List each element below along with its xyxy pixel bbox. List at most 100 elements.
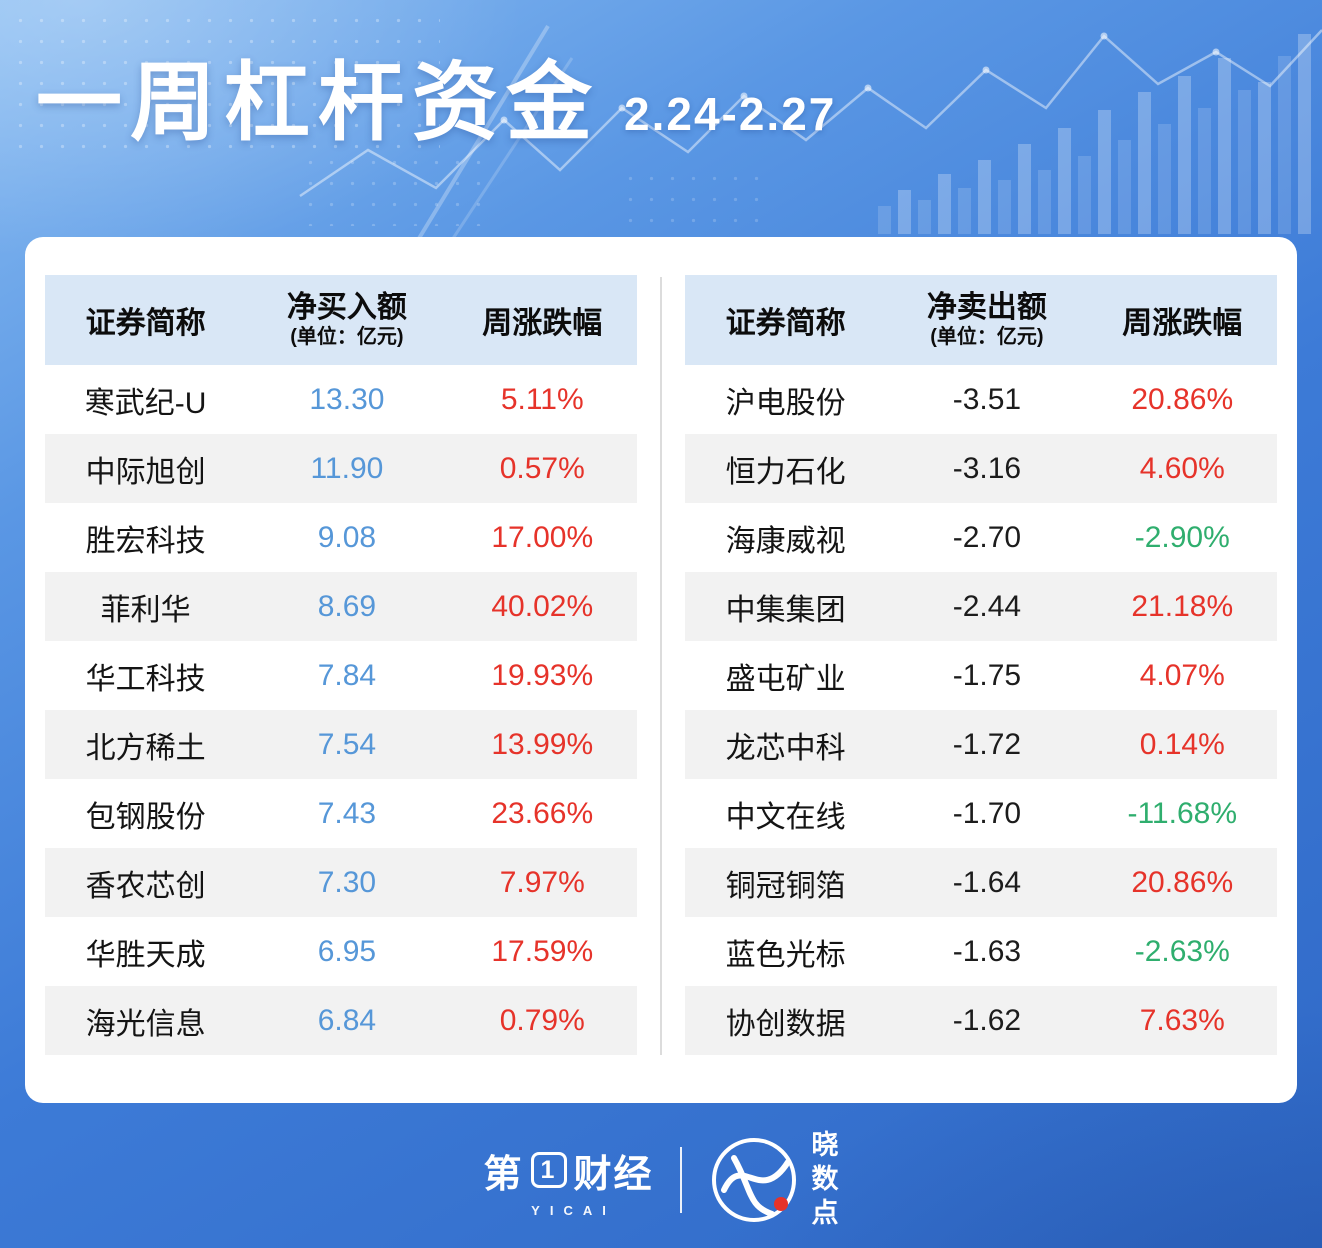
net-amount: -1.70 <box>952 796 1022 830</box>
weekly-change: 0.57% <box>499 451 585 485</box>
stock-name: 蓝色光标 <box>725 938 846 972</box>
column-header-amount-title: 净买入额 <box>286 291 407 325</box>
stock-name: 中文在线 <box>725 800 846 834</box>
column-header-amount-unit: (单位：亿元) <box>930 325 1044 348</box>
stock-name: 龙芯中科 <box>725 731 846 765</box>
yicai-one-icon: 1 <box>530 1152 567 1188</box>
yicai-wordmark: 第 1 财经 <box>483 1143 653 1198</box>
yicai-char-suffix: 财经 <box>573 1153 654 1196</box>
table-row: 协创数据 -1.62 7.63% <box>685 986 1277 1055</box>
column-header-change: 周涨跌幅 <box>482 307 603 340</box>
header: 一周杠杆资金 2.24-2.27 <box>36 56 836 151</box>
date-range: 2.24-2.27 <box>624 87 837 140</box>
weekly-change: -11.68% <box>1127 796 1237 830</box>
table-row: 海康威视 -2.70 -2.90% <box>685 503 1277 572</box>
dot-grid-decoration <box>620 168 770 232</box>
stock-name: 恒力石化 <box>725 455 846 489</box>
stock-name: 华工科技 <box>85 662 206 696</box>
stock-name: 中集集团 <box>725 593 846 627</box>
table-row: 包钢股份 7.43 23.66% <box>45 779 637 848</box>
xiaoshudian-logo: 晓 数 点 <box>708 1129 839 1230</box>
weekly-change: 17.59% <box>491 934 594 968</box>
column-header-name: 证券简称 <box>725 307 846 340</box>
weekly-change: 4.07% <box>1139 658 1225 692</box>
page-title: 一周杠杆资金 <box>36 55 600 151</box>
net-amount: 13.30 <box>309 382 385 416</box>
table-row: 龙芯中科 -1.72 0.14% <box>685 710 1277 779</box>
net-amount: 7.43 <box>317 796 377 830</box>
stock-name: 包钢股份 <box>85 800 206 834</box>
net-amount: 9.08 <box>317 520 377 554</box>
stock-name: 华胜天成 <box>85 938 206 972</box>
stock-name: 协创数据 <box>725 1007 846 1041</box>
net-amount: 7.84 <box>317 658 377 692</box>
stock-name: 中际旭创 <box>85 455 206 489</box>
table-row: 铜冠铜箔 -1.64 20.86% <box>685 848 1277 917</box>
footer-divider <box>679 1147 682 1213</box>
table-row: 中文在线 -1.70 -11.68% <box>685 779 1277 848</box>
weekly-change: 40.02% <box>491 589 594 623</box>
column-header-amount-unit: (单位：亿元) <box>290 325 404 348</box>
xiaoshudian-wordmark: 晓 数 点 <box>812 1129 839 1230</box>
weekly-change: 23.66% <box>491 796 594 830</box>
net-sell-table-header: 证券简称 净卖出额 (单位：亿元) 周涨跌幅 <box>685 275 1277 365</box>
stock-name: 铜冠铜箔 <box>725 869 846 903</box>
stock-name: 寒武纪-U <box>84 386 207 420</box>
weekly-change: 4.60% <box>1139 451 1225 485</box>
net-amount: -2.70 <box>952 520 1022 554</box>
net-sell-table: 证券简称 净卖出额 (单位：亿元) 周涨跌幅 沪电股份 -3.51 20.86%… <box>685 275 1277 1055</box>
footer-brand-bar: 第 1 财经 YICAI 晓 数 点 <box>0 1112 1322 1248</box>
weekly-change: 13.99% <box>491 727 594 761</box>
net-amount: -2.44 <box>952 589 1022 623</box>
table-row: 海光信息 6.84 0.79% <box>45 986 637 1055</box>
dot-grid-decoration <box>300 152 490 226</box>
table-row: 菲利华 8.69 40.02% <box>45 572 637 641</box>
weekly-change: 17.00% <box>491 520 594 554</box>
table-row: 寒武纪-U 13.30 5.11% <box>45 365 637 434</box>
yicai-logo: 第 1 财经 YICAI <box>483 1143 653 1218</box>
xiaoshudian-char-2: 数 <box>811 1164 839 1195</box>
net-amount: 6.95 <box>317 934 377 968</box>
net-amount: -1.64 <box>952 865 1022 899</box>
yicai-char-prefix: 第 <box>483 1153 524 1196</box>
net-amount: -1.72 <box>952 727 1022 761</box>
net-amount: 7.54 <box>317 727 377 761</box>
column-header-amount-title: 净卖出额 <box>926 291 1047 325</box>
stock-name: 香农芯创 <box>85 869 206 903</box>
net-buy-table: 证券简称 净买入额 (单位：亿元) 周涨跌幅 寒武纪-U 13.30 5.11%… <box>45 275 637 1055</box>
table-row: 华工科技 7.84 19.93% <box>45 641 637 710</box>
table-row: 盛屯矿业 -1.75 4.07% <box>685 641 1277 710</box>
table-divider <box>660 277 662 1055</box>
weekly-change: 7.63% <box>1139 1003 1225 1037</box>
net-amount: -3.16 <box>952 451 1022 485</box>
yicai-latin-label: YICAI <box>531 1202 616 1218</box>
net-amount: -1.62 <box>952 1003 1022 1037</box>
table-row: 中际旭创 11.90 0.57% <box>45 434 637 503</box>
net-buy-table-header: 证券简称 净买入额 (单位：亿元) 周涨跌幅 <box>45 275 637 365</box>
table-row: 恒力石化 -3.16 4.60% <box>685 434 1277 503</box>
column-header-name: 证券简称 <box>85 307 206 340</box>
net-amount: -1.63 <box>952 934 1022 968</box>
weekly-change: 0.14% <box>1139 727 1225 761</box>
table-row: 北方稀土 7.54 13.99% <box>45 710 637 779</box>
xiaoshudian-char-1: 晓 <box>811 1130 839 1161</box>
net-amount: 11.90 <box>310 451 384 485</box>
column-header-change: 周涨跌幅 <box>1122 307 1243 340</box>
stock-name: 北方稀土 <box>85 731 206 765</box>
table-row: 胜宏科技 9.08 17.00% <box>45 503 637 572</box>
stock-name: 胜宏科技 <box>85 524 206 558</box>
stock-name: 盛屯矿业 <box>725 662 846 696</box>
data-card: 证券简称 净买入额 (单位：亿元) 周涨跌幅 寒武纪-U 13.30 5.11%… <box>25 237 1297 1103</box>
table-row: 华胜天成 6.95 17.59% <box>45 917 637 986</box>
table-row: 沪电股份 -3.51 20.86% <box>685 365 1277 434</box>
net-amount: -1.75 <box>952 658 1022 692</box>
xiaoshudian-char-3: 点 <box>811 1197 839 1228</box>
weekly-change: 5.11% <box>500 382 584 416</box>
column-header-amount: 净买入额 (单位：亿元) <box>246 291 447 349</box>
weekly-change: 20.86% <box>1131 865 1234 899</box>
stock-name: 海康威视 <box>725 524 846 558</box>
table-row: 蓝色光标 -1.63 -2.63% <box>685 917 1277 986</box>
net-amount: 8.69 <box>317 589 377 623</box>
stock-name: 沪电股份 <box>725 386 846 420</box>
